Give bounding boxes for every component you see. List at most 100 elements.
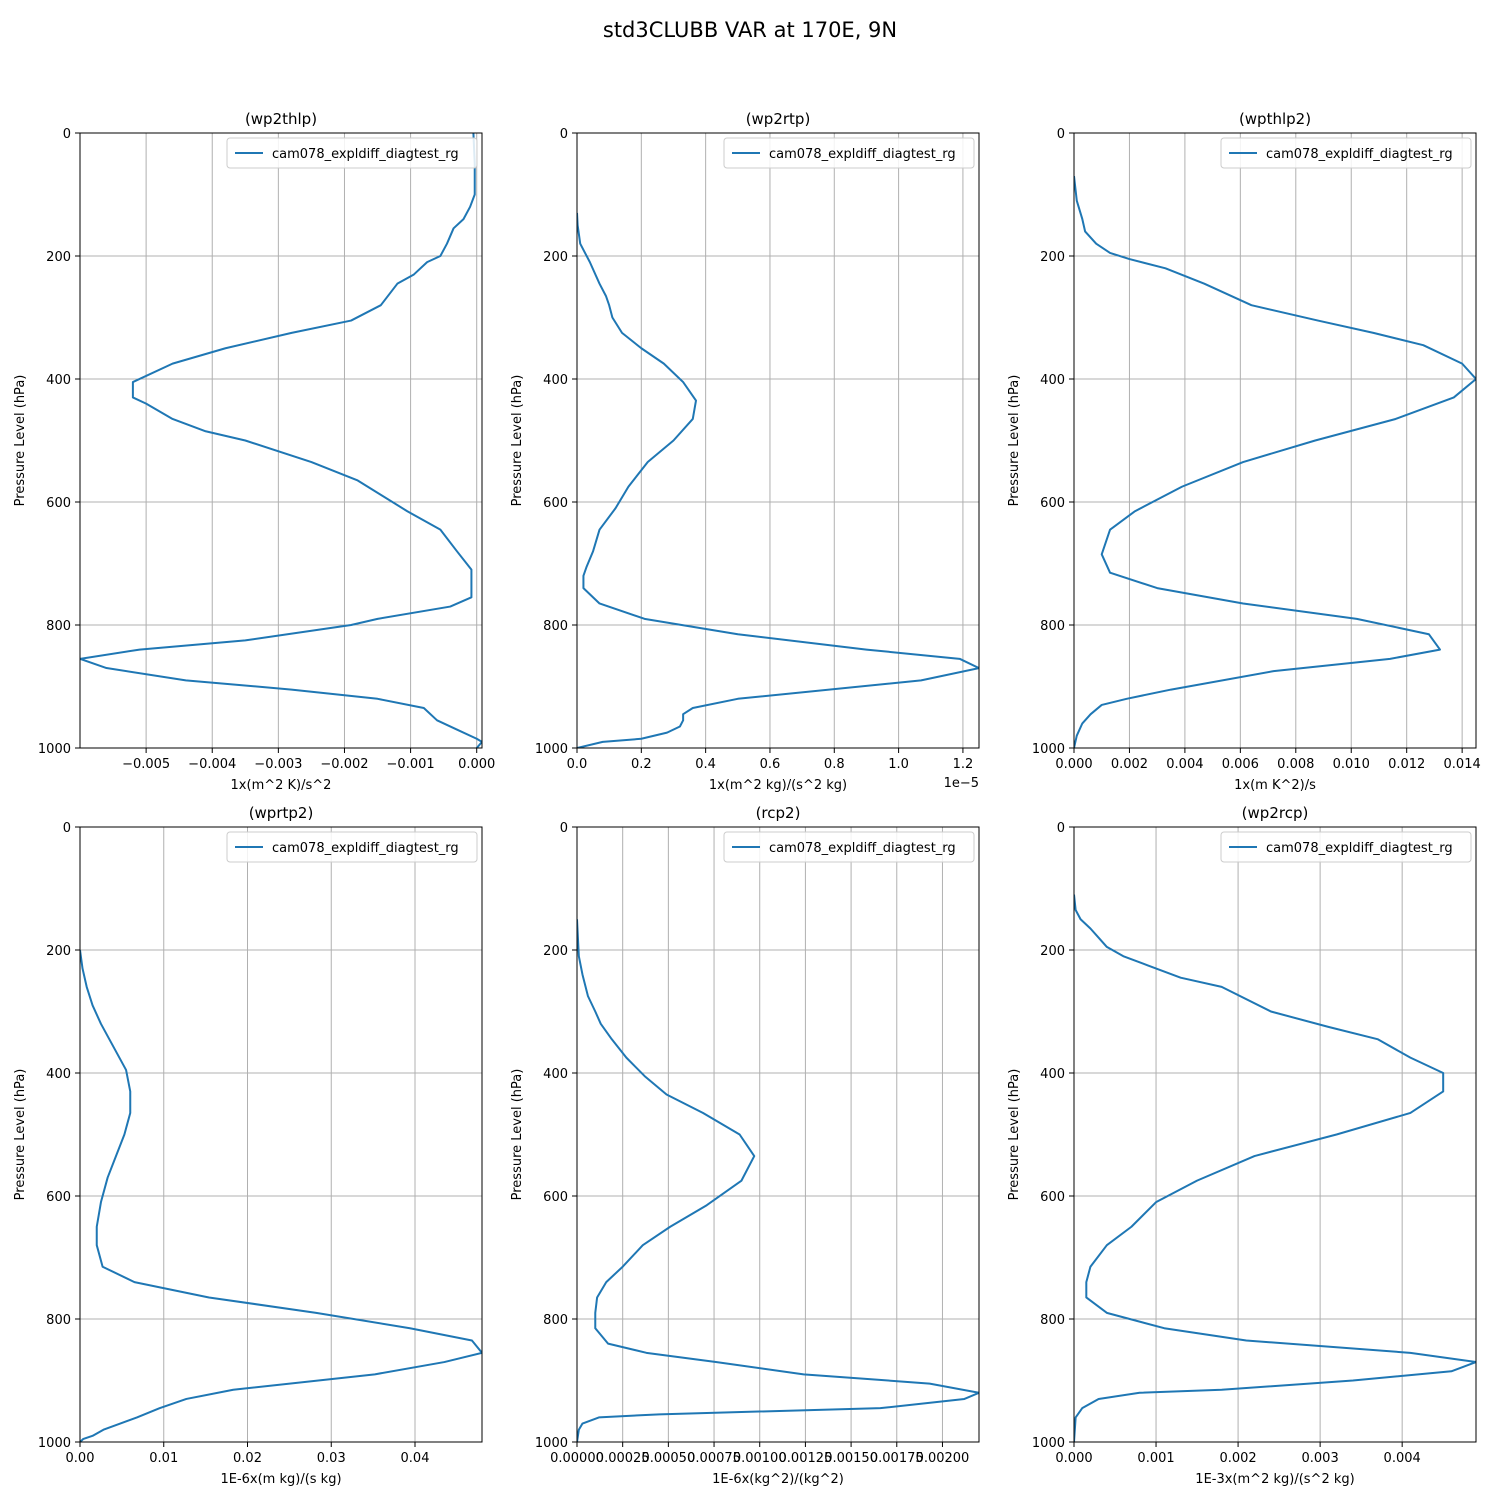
chart-title: (wp2rcp) [1242,804,1309,822]
x-tick-label: 0.00175 [870,1451,924,1466]
y-tick-label: 800 [1040,1313,1065,1328]
x-tick-label: 0.00025 [596,1451,650,1466]
chart-panel-1: −0.005 −0.004 −0.003 −0.002 −0.001 0.000 0 200 4… [13,110,495,793]
x-tick-label: 0.004 [1384,1451,1421,1466]
y-tick-label: 200 [543,944,568,959]
axes-frame [1073,826,1477,1443]
y-tick-label: 800 [543,619,568,634]
legend-box [723,137,975,169]
y-tick-label: 600 [543,1190,568,1205]
x-offset-label: 1e−5 [944,776,979,791]
x-tick-label: 1.0 [888,757,909,772]
y-axis-label: Pressure Level (hPa) [13,375,28,507]
x-tick-label: 0.00150 [824,1451,878,1466]
x-tick-label: 0.00000 [550,1451,604,1466]
x-tick-label: −0.003 [254,757,302,772]
x-tick-label: 0.2 [631,757,652,772]
x-axis-label: 1E-6x(kg^2)/(kg^2) [712,1472,844,1487]
x-tick-label: 0.006 [1222,757,1259,772]
y-tick-label: 200 [543,250,568,265]
x-tick-label: 0.01 [149,1451,178,1466]
x-tick-label: 0.02 [233,1451,262,1466]
y-tick-label: 400 [543,1067,568,1082]
y-tick-label: 0 [560,127,568,142]
x-axis-label: 1E-6x(m kg)/(s kg) [220,1472,341,1487]
x-tick-label: 0.00075 [687,1451,741,1466]
legend-label: cam078_expldiff_diagtest_rg [1266,841,1453,856]
series-line-1 [1074,894,1476,1442]
x-tick-label: 0.003 [1302,1451,1339,1466]
chart-panel-4: 0.00 0.01 0.02 0.03 0.04 0 200 400 600 800 1000 (wp… [13,804,483,1487]
x-tick-label: 0.000 [458,757,495,772]
legend-label: cam078_expldiff_diagtest_rg [769,147,956,162]
legend: cam078_expldiff_diagtest_rg [226,831,478,863]
y-tick-label: 800 [46,1313,71,1328]
y-tick-label: 1000 [535,742,568,757]
y-tick-label: 0 [63,821,71,836]
x-tick-label: 0.00200 [916,1451,970,1466]
y-tick-label: 400 [543,373,568,388]
y-tick-label: 800 [543,1313,568,1328]
y-tick-label: 1000 [1032,1436,1065,1451]
chart-title: (wpthlp2) [1239,110,1311,128]
x-tick-label: 1.2 [953,757,974,772]
y-axis-label: Pressure Level (hPa) [1007,375,1022,507]
y-tick-label: 200 [1040,944,1065,959]
y-tick-label: 200 [46,944,71,959]
x-tick-label: 0.00 [66,1451,95,1466]
x-axis-label: 1E-3x(m^2 kg)/(s^2 kg) [1195,1472,1354,1487]
legend-box [1220,137,1472,169]
x-axis-label: 1x(m K^2)/s [1234,778,1316,793]
chart-title: (wprtp2) [249,804,314,822]
y-tick-label: 800 [46,619,71,634]
x-tick-label: 0.6 [760,757,781,772]
legend: cam078_expldiff_diagtest_rg [723,137,975,169]
x-tick-label: 0.014 [1444,757,1481,772]
x-tick-label: 0.004 [1166,757,1203,772]
y-tick-label: 400 [46,1067,71,1082]
series-line-1 [80,133,482,748]
y-tick-label: 200 [46,250,71,265]
x-tick-label: 0.000 [1055,757,1092,772]
y-tick-label: 600 [46,1190,71,1205]
y-tick-label: 200 [1040,250,1065,265]
y-tick-label: 0 [63,127,71,142]
y-tick-label: 0 [1057,127,1065,142]
series-line-1 [577,919,979,1442]
y-tick-label: 0 [1057,821,1065,836]
axes-frame [79,132,483,749]
y-tick-label: 1000 [535,1436,568,1451]
y-tick-label: 600 [1040,1190,1065,1205]
series-line-1 [80,949,482,1442]
chart-panel-5: 0.000000.000250.000500.000750.001000.001… [510,804,980,1487]
legend-box [226,137,478,169]
x-tick-label: 0.00125 [779,1451,833,1466]
x-tick-label: 0.012 [1388,757,1425,772]
legend-label: cam078_expldiff_diagtest_rg [272,147,459,162]
x-tick-label: 0.001 [1137,1451,1174,1466]
x-tick-label: 0.8 [824,757,845,772]
x-tick-label: −0.001 [387,757,435,772]
x-axis-label: 1x(m^2 K)/s^2 [231,778,332,793]
legend: cam078_expldiff_diagtest_rg [723,831,975,863]
x-tick-label: −0.004 [188,757,236,772]
chart-panel-2: 0.0 0.2 0.4 0.6 0.8 1.0 1.2 0 200 400 600 800 1000 (w… [510,110,980,793]
legend-box [1220,831,1472,863]
legend-label: cam078_expldiff_diagtest_rg [769,841,956,856]
x-tick-label: 0.002 [1219,1451,1256,1466]
axes-frame [79,826,483,1443]
y-tick-label: 1000 [38,1436,71,1451]
y-tick-label: 400 [1040,1067,1065,1082]
x-axis-label: 1x(m^2 kg)/(s^2 kg) [709,778,847,793]
y-tick-label: 600 [1040,496,1065,511]
x-tick-label: −0.005 [122,757,170,772]
x-tick-label: 0.4 [695,757,716,772]
x-tick-label: 0.00050 [641,1451,695,1466]
y-tick-label: 1000 [38,742,71,757]
y-tick-label: 600 [46,496,71,511]
figure-title: std3CLUBB VAR at 170E, 9N [603,18,897,42]
x-tick-label: 0.04 [401,1451,430,1466]
axes-frame [576,826,980,1443]
x-tick-label: 0.002 [1111,757,1148,772]
